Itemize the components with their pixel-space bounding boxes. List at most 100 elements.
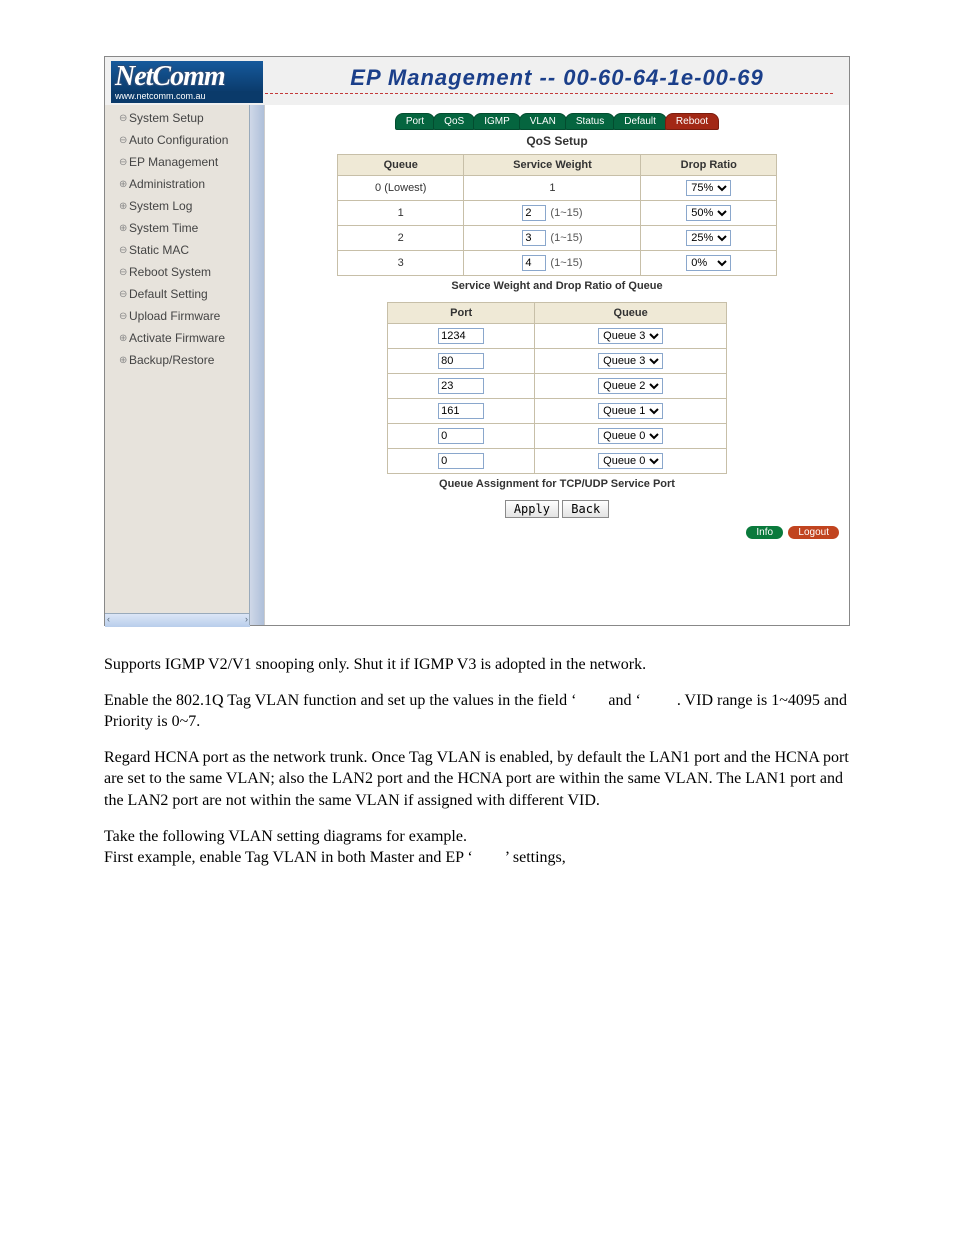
port-cell — [388, 349, 535, 374]
collapse-icon: ⊖ — [119, 157, 129, 168]
scroll-down-icon[interactable]: v — [251, 611, 263, 625]
collapse-icon: ⊖ — [119, 267, 129, 278]
doc-p2: Enable the 802.1Q Tag VLAN function and … — [104, 690, 850, 733]
page-title: EP Management -- 00-60-64-1e-00-69 — [265, 65, 849, 91]
queue-select[interactable]: Queue 0Queue 1Queue 2Queue 3 — [598, 428, 663, 444]
sidebar-item-label: EP Management — [129, 155, 218, 169]
scroll-up-icon[interactable]: ^ — [251, 105, 263, 119]
tab-vlan[interactable]: VLAN — [519, 113, 567, 130]
port-input[interactable] — [438, 353, 484, 369]
queue-cell: 0 (Lowest) — [338, 176, 464, 201]
port-input[interactable] — [438, 453, 484, 469]
sidebar-item[interactable]: ⊕Activate Firmware — [105, 327, 264, 349]
sidebar-item[interactable]: ⊕System Log — [105, 195, 264, 217]
port-input[interactable] — [438, 328, 484, 344]
service-weight-input[interactable] — [522, 230, 546, 246]
tab-reboot[interactable]: Reboot — [665, 113, 719, 130]
column-header: Queue — [535, 303, 727, 324]
expand-icon: ⊕ — [119, 223, 129, 234]
drop-ratio-select[interactable]: 0%25%50%75% — [686, 205, 731, 221]
tab-qos[interactable]: QoS — [433, 113, 475, 130]
logout-link[interactable]: Logout — [788, 526, 839, 539]
port-input[interactable] — [438, 378, 484, 394]
port-input[interactable] — [438, 428, 484, 444]
back-button[interactable]: Back — [562, 500, 609, 518]
table1-caption: Service Weight and Drop Ratio of Queue — [275, 280, 839, 292]
apply-button[interactable]: Apply — [505, 500, 559, 518]
sidebar-item[interactable]: ⊖Default Setting — [105, 283, 264, 305]
expand-icon: ⊕ — [119, 201, 129, 212]
port-queue-table: PortQueue Queue 0Queue 1Queue 2Queue 3 Qu… — [387, 302, 727, 474]
info-link[interactable]: Info — [746, 526, 783, 539]
drop-ratio-select[interactable]: 0%25%50%75% — [686, 230, 731, 246]
table-row: Queue 0Queue 1Queue 2Queue 3 — [388, 424, 727, 449]
sidebar-item[interactable]: ⊕Backup/Restore — [105, 349, 264, 371]
sidebar-item[interactable]: ⊖System Setup — [105, 107, 264, 129]
column-header: Service Weight — [464, 155, 641, 176]
port-input[interactable] — [438, 403, 484, 419]
sidebar-item[interactable]: ⊖Static MAC — [105, 239, 264, 261]
queue-select[interactable]: Queue 0Queue 1Queue 2Queue 3 — [598, 378, 663, 394]
queue-select[interactable]: Queue 0Queue 1Queue 2Queue 3 — [598, 403, 663, 419]
queue-select-cell: Queue 0Queue 1Queue 2Queue 3 — [535, 399, 727, 424]
sidebar-item-label: System Setup — [129, 111, 204, 125]
drop-cell: 0%25%50%75% — [641, 226, 777, 251]
tab-default[interactable]: Default — [613, 113, 667, 130]
port-cell — [388, 399, 535, 424]
sidebar-item-label: System Log — [129, 199, 192, 213]
column-header: Port — [388, 303, 535, 324]
tab-port[interactable]: Port — [395, 113, 435, 130]
sidebar: ^ ⊖System Setup⊖Auto Configuration⊖EP Ma… — [105, 105, 265, 625]
scroll-horizontal[interactable]: ‹ › — [105, 613, 250, 627]
collapse-icon: ⊖ — [119, 135, 129, 146]
table-row: Queue 0Queue 1Queue 2Queue 3 — [388, 449, 727, 474]
queue-select-cell: Queue 0Queue 1Queue 2Queue 3 — [535, 349, 727, 374]
table-row: Queue 0Queue 1Queue 2Queue 3 — [388, 399, 727, 424]
sidebar-item[interactable]: ⊕System Time — [105, 217, 264, 239]
column-header: Queue — [338, 155, 464, 176]
drop-ratio-select[interactable]: 0%25%50%75% — [686, 180, 731, 196]
service-weight-input[interactable] — [522, 205, 546, 221]
tab-status[interactable]: Status — [565, 113, 615, 130]
table-row: Queue 0Queue 1Queue 2Queue 3 — [388, 324, 727, 349]
sidebar-item[interactable]: ⊖Reboot System — [105, 261, 264, 283]
port-cell — [388, 449, 535, 474]
expand-icon: ⊕ — [119, 333, 129, 344]
tab-igmp[interactable]: IGMP — [473, 113, 521, 130]
column-header: Drop Ratio — [641, 155, 777, 176]
sidebar-item[interactable]: ⊖Auto Configuration — [105, 129, 264, 151]
doc-p3: Regard HCNA port as the network trunk. O… — [104, 747, 850, 812]
drop-cell: 0%25%50%75% — [641, 251, 777, 276]
queue-cell: 1 — [338, 201, 464, 226]
drop-cell: 0%25%50%75% — [641, 176, 777, 201]
logo-brand: NetComm — [111, 61, 263, 93]
collapse-icon: ⊖ — [119, 245, 129, 256]
section-title: QoS Setup — [275, 134, 839, 148]
queue-select[interactable]: Queue 0Queue 1Queue 2Queue 3 — [598, 453, 663, 469]
table-row: 3(1~15)0%25%50%75% — [338, 251, 777, 276]
table-row: Queue 0Queue 1Queue 2Queue 3 — [388, 349, 727, 374]
service-weight-input[interactable] — [522, 255, 546, 271]
sidebar-item-label: Static MAC — [129, 243, 189, 257]
hint-text: (1~15) — [550, 257, 582, 269]
queue-select[interactable]: Queue 0Queue 1Queue 2Queue 3 — [598, 328, 663, 344]
doc-p1: Supports IGMP V2/V1 snooping only. Shut … — [104, 654, 850, 676]
sidebar-item[interactable]: ⊖EP Management — [105, 151, 264, 173]
weight-cell: (1~15) — [464, 201, 641, 226]
sidebar-item-label: Backup/Restore — [129, 353, 214, 367]
queue-select[interactable]: Queue 0Queue 1Queue 2Queue 3 — [598, 353, 663, 369]
queue-select-cell: Queue 0Queue 1Queue 2Queue 3 — [535, 424, 727, 449]
sidebar-item-label: Administration — [129, 177, 205, 191]
document-body: Supports IGMP V2/V1 snooping only. Shut … — [104, 654, 850, 869]
sidebar-item[interactable]: ⊖Upload Firmware — [105, 305, 264, 327]
table-row: 2(1~15)0%25%50%75% — [338, 226, 777, 251]
expand-icon: ⊕ — [119, 355, 129, 366]
qos-queue-table: QueueService WeightDrop Ratio 0 (Lowest)… — [337, 154, 777, 276]
queue-select-cell: Queue 0Queue 1Queue 2Queue 3 — [535, 449, 727, 474]
port-cell — [388, 324, 535, 349]
port-cell — [388, 374, 535, 399]
drop-ratio-select[interactable]: 0%25%50%75% — [686, 255, 731, 271]
collapse-icon: ⊖ — [119, 113, 129, 124]
logo: NetComm www.netcomm.com.au — [105, 57, 265, 105]
sidebar-item[interactable]: ⊕Administration — [105, 173, 264, 195]
